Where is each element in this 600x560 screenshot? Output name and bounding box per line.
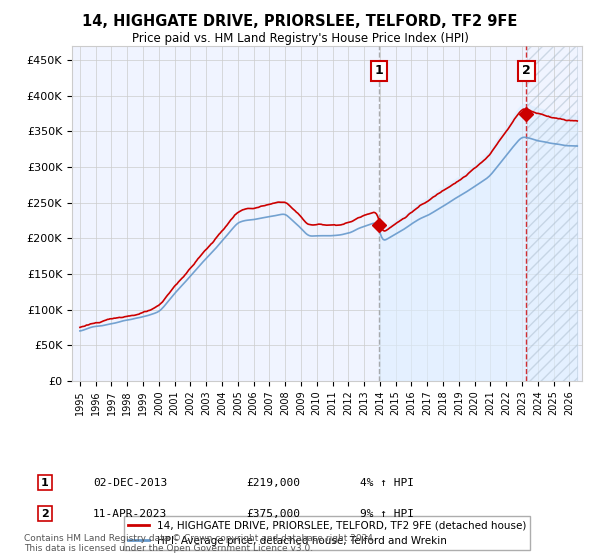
Legend: 14, HIGHGATE DRIVE, PRIORSLEE, TELFORD, TF2 9FE (detached house), HPI: Average p: 14, HIGHGATE DRIVE, PRIORSLEE, TELFORD, … [124,516,530,550]
Text: Contains HM Land Registry data © Crown copyright and database right 2024.: Contains HM Land Registry data © Crown c… [24,534,376,543]
Text: 1: 1 [374,64,383,77]
Text: 14, HIGHGATE DRIVE, PRIORSLEE, TELFORD, TF2 9FE: 14, HIGHGATE DRIVE, PRIORSLEE, TELFORD, … [82,14,518,29]
Text: 2: 2 [41,508,49,519]
Text: 2: 2 [522,64,531,77]
Text: 11-APR-2023: 11-APR-2023 [93,508,167,519]
Text: Price paid vs. HM Land Registry's House Price Index (HPI): Price paid vs. HM Land Registry's House … [131,32,469,45]
Text: This data is licensed under the Open Government Licence v3.0.: This data is licensed under the Open Gov… [24,544,313,553]
Text: 4% ↑ HPI: 4% ↑ HPI [360,478,414,488]
Text: 1: 1 [41,478,49,488]
Text: £219,000: £219,000 [246,478,300,488]
Text: 02-DEC-2013: 02-DEC-2013 [93,478,167,488]
Text: 9% ↑ HPI: 9% ↑ HPI [360,508,414,519]
Text: £375,000: £375,000 [246,508,300,519]
